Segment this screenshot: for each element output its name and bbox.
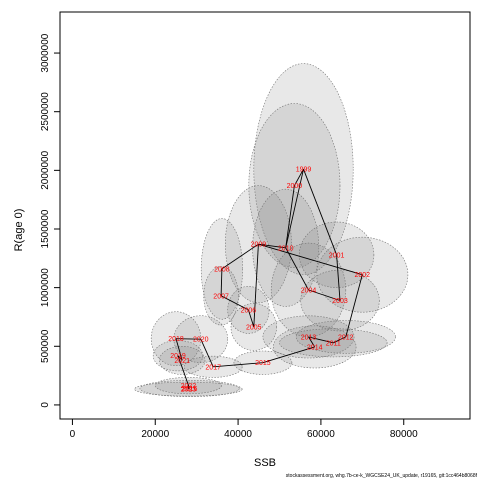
point-label-2017: 2017 [205, 364, 221, 371]
x-tick-label: 20000 [141, 429, 169, 440]
trajectory-segment [308, 336, 316, 348]
trajectory-segment [303, 169, 338, 255]
trajectory-segment [221, 243, 259, 270]
confidence-ellipses [134, 63, 409, 397]
trajectory-segment [177, 355, 191, 389]
point-label-2019: 2019 [170, 353, 186, 360]
point-label-2012: 2012 [338, 334, 354, 341]
trajectory-segment [247, 309, 255, 328]
x-tick-label: 80000 [390, 429, 418, 440]
y-tick-label: 2000000 [40, 150, 51, 189]
trajectory-segment [175, 338, 201, 340]
point-label-2016: 2016 [182, 386, 198, 393]
point-label-2003: 2003 [332, 298, 348, 305]
point-label-2015: 2015 [255, 360, 271, 367]
point-label-2014: 2014 [307, 344, 323, 351]
trajectory-segment [285, 247, 309, 291]
point-label-2008: 2008 [214, 266, 230, 273]
trajectory-segment [258, 243, 286, 249]
trajectory-segment [285, 185, 295, 248]
trajectory-segment [345, 274, 363, 338]
point-label-2010: 2010 [278, 245, 294, 252]
trajectory-segment [220, 268, 223, 296]
trajectory-segment [308, 289, 341, 301]
y-tick-label: 1500000 [40, 209, 51, 248]
x-axis: 0 20000 40000 60000 80000 [70, 418, 418, 440]
trajectory-segment [253, 244, 259, 327]
point-label-2018: 2018 [168, 336, 184, 343]
trajectory-segment [333, 336, 346, 344]
x-tick-label: 60000 [307, 429, 335, 440]
trajectory-segment [220, 295, 249, 311]
point-label-2007: 2007 [213, 293, 229, 300]
trajectory-segment [285, 169, 304, 248]
trajectory-segment [262, 346, 315, 364]
y-tick-label: 2500000 [40, 92, 51, 131]
trajectory-segment [213, 362, 263, 368]
point-label-2006: 2006 [241, 307, 257, 314]
y-tick-label: 3000000 [40, 33, 51, 72]
y-tick-label: 0 [40, 402, 51, 408]
x-axis-title: SSB [254, 457, 276, 469]
point-label-2011: 2011 [326, 340, 341, 347]
trajectory-lines [175, 168, 363, 390]
point-label-2005: 2005 [246, 324, 262, 331]
point-label-2013: 2013 [301, 334, 317, 341]
y-axis-title: R(age 0) [13, 209, 25, 252]
x-tick-label: 40000 [224, 429, 252, 440]
point-label-2023: 2023 [181, 387, 197, 394]
trajectory-segment [308, 336, 334, 344]
trajectory-segment [294, 168, 304, 186]
footer-text: stockassessment.org, whg.7b-ce-k_WGCSE24… [286, 473, 478, 479]
point-label-2004: 2004 [301, 288, 317, 295]
y-axis: 0 500000 1000000 1500000 2000000 2500000 30000… [40, 33, 61, 408]
point-label-2021: 2021 [174, 358, 190, 365]
trajectory-segment [258, 243, 363, 276]
point-label-2020: 2020 [193, 337, 209, 344]
point-label-2022: 2022 [181, 383, 197, 390]
point-label-2001: 2001 [329, 252, 345, 259]
y-tick-label: 1000000 [40, 268, 51, 307]
point-label-2009: 2009 [251, 242, 267, 249]
trajectory-segment [200, 339, 214, 367]
point-label-2002: 2002 [355, 272, 371, 279]
point-labels: 1999 2000 2001 2002 2003 2004 2005 2006 2007 2008… [168, 167, 370, 394]
x-tick-label: 0 [70, 429, 76, 440]
trajectory-segment [175, 338, 183, 361]
point-label-1999: 1999 [296, 167, 312, 174]
point-label-2000: 2000 [287, 183, 303, 190]
trajectory-segment [336, 254, 341, 301]
y-tick-label: 500000 [40, 329, 51, 363]
